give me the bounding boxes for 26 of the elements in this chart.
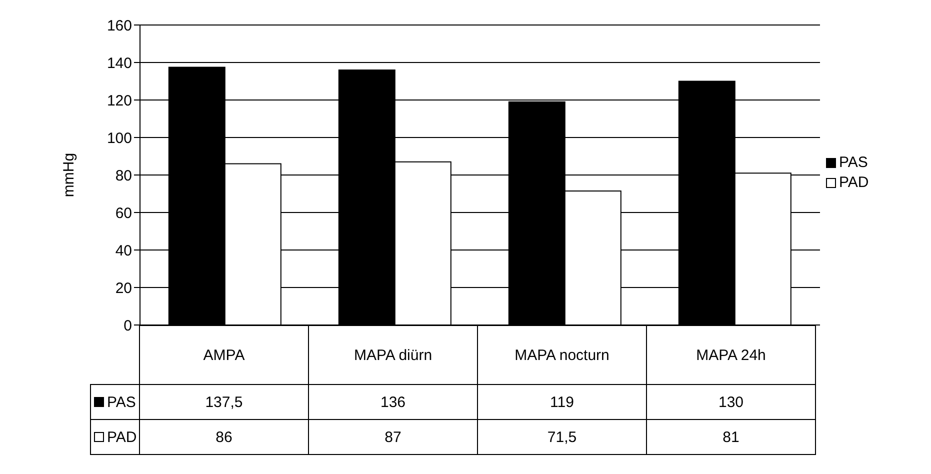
x-tick-label: MAPA nocturn <box>477 325 647 385</box>
y-tick-label: 140 <box>106 54 132 72</box>
y-tick-label: 20 <box>115 280 132 297</box>
legend-label: PAS <box>90 384 140 420</box>
data-label: 136 <box>308 384 478 420</box>
data-label: 81 <box>646 419 816 455</box>
data-label: 87 <box>308 419 478 455</box>
data-label: 71,5 <box>477 419 647 455</box>
text: PAS <box>839 154 868 171</box>
y-tick-label: 160 <box>106 17 132 34</box>
y-tick-label: 0 <box>124 317 132 334</box>
data-label: 137,5 <box>139 384 309 420</box>
data-label: 119 <box>477 384 647 420</box>
y-tick-label: 120 <box>106 92 132 110</box>
y-tick-label: 60 <box>115 204 132 222</box>
y-tick-label: 80 <box>115 167 132 184</box>
y-axis-title: mmHg <box>60 152 78 198</box>
y-tick-label: 40 <box>115 242 132 260</box>
legend-label: PAD <box>838 173 869 193</box>
data-label: 86 <box>139 419 309 455</box>
data-label: 130 <box>646 384 816 420</box>
x-tick-label: MAPA diürn <box>308 325 478 385</box>
x-tick-label: MAPA 24h <box>646 325 816 385</box>
x-tick-label: AMPA <box>139 325 309 385</box>
text: PAD <box>107 428 137 446</box>
y-tick-label: 100 <box>106 130 132 147</box>
